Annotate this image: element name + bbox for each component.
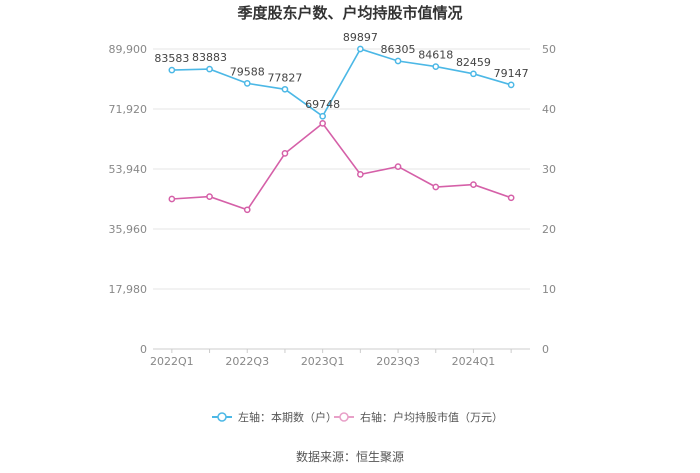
series-line-avg-value [171, 122, 512, 211]
data-label: 79147 [494, 67, 529, 80]
x-tick-label: 2022Q1 [150, 355, 194, 368]
data-label: 89897 [343, 31, 378, 44]
legend-item-right[interactable]: 右轴：户均持股市值（万元） [334, 410, 503, 424]
data-point [168, 195, 176, 203]
data-label: 69748 [305, 98, 340, 111]
data-point [470, 70, 477, 78]
legend-label-left: 左轴：本期数（户） [238, 410, 337, 424]
right-tick-label: 0 [542, 343, 549, 356]
data-point [243, 206, 251, 214]
data-point [206, 65, 213, 73]
x-tick-label: 2022Q3 [225, 355, 269, 368]
data-point [357, 45, 364, 53]
data-label: 82459 [456, 56, 491, 69]
x-tick-label: 2023Q1 [301, 355, 345, 368]
data-label: 84618 [418, 49, 453, 62]
data-point [507, 81, 515, 89]
data-point [507, 194, 515, 202]
right-tick-label: 50 [542, 43, 556, 56]
data-label: 77827 [267, 71, 302, 84]
legend-item-left[interactable]: 左轴：本期数（户） [212, 410, 337, 424]
left-tick-label: 0 [140, 343, 147, 356]
data-label: 86305 [381, 43, 416, 56]
data-point [432, 63, 440, 70]
data-label: 79588 [230, 65, 265, 78]
data-point [319, 112, 326, 120]
data-point [281, 85, 289, 93]
left-tick-label: 35,960 [109, 223, 148, 236]
right-tick-label: 20 [542, 223, 556, 236]
right-axis: 0 10 20 30 40 50 [542, 43, 556, 356]
x-tick-label: 2024Q1 [452, 355, 496, 368]
data-point [394, 163, 402, 170]
right-tick-label: 10 [542, 283, 556, 296]
data-point [243, 80, 251, 87]
data-point [432, 183, 440, 191]
source-note: 数据来源：恒生聚源 [296, 449, 404, 464]
data-point [168, 66, 176, 74]
left-axis: 0 17,980 35,960 53,940 71,920 89,900 [109, 43, 148, 356]
data-label: 83583 [154, 52, 189, 65]
data-point [206, 193, 213, 200]
left-tick-label: 89,900 [109, 43, 148, 56]
right-tick-label: 40 [542, 103, 556, 116]
legend-marker-left [217, 412, 227, 422]
x-axis: 2022Q1 2022Q3 2023Q1 2023Q3 2024Q1 [150, 349, 512, 368]
data-point [319, 120, 326, 127]
legend-label-right: 右轴：户均持股市值（万元） [360, 410, 503, 424]
data-point [394, 57, 402, 65]
legend-marker-right [339, 412, 349, 422]
left-tick-label: 53,940 [109, 163, 148, 176]
grid [153, 48, 530, 350]
data-point [470, 181, 477, 188]
x-tick-label: 2023Q3 [376, 355, 420, 368]
chart-title: 季度股东户数、户均持股市值情况 [237, 4, 462, 22]
left-tick-label: 71,920 [109, 103, 148, 116]
legend: 左轴：本期数（户） 右轴：户均持股市值（万元） [212, 410, 503, 424]
series-line-holders [171, 48, 512, 118]
data-label: 83883 [192, 51, 227, 64]
right-tick-label: 30 [542, 163, 556, 176]
data-point [357, 171, 364, 178]
data-point [281, 150, 289, 157]
left-tick-label: 17,980 [109, 283, 148, 296]
